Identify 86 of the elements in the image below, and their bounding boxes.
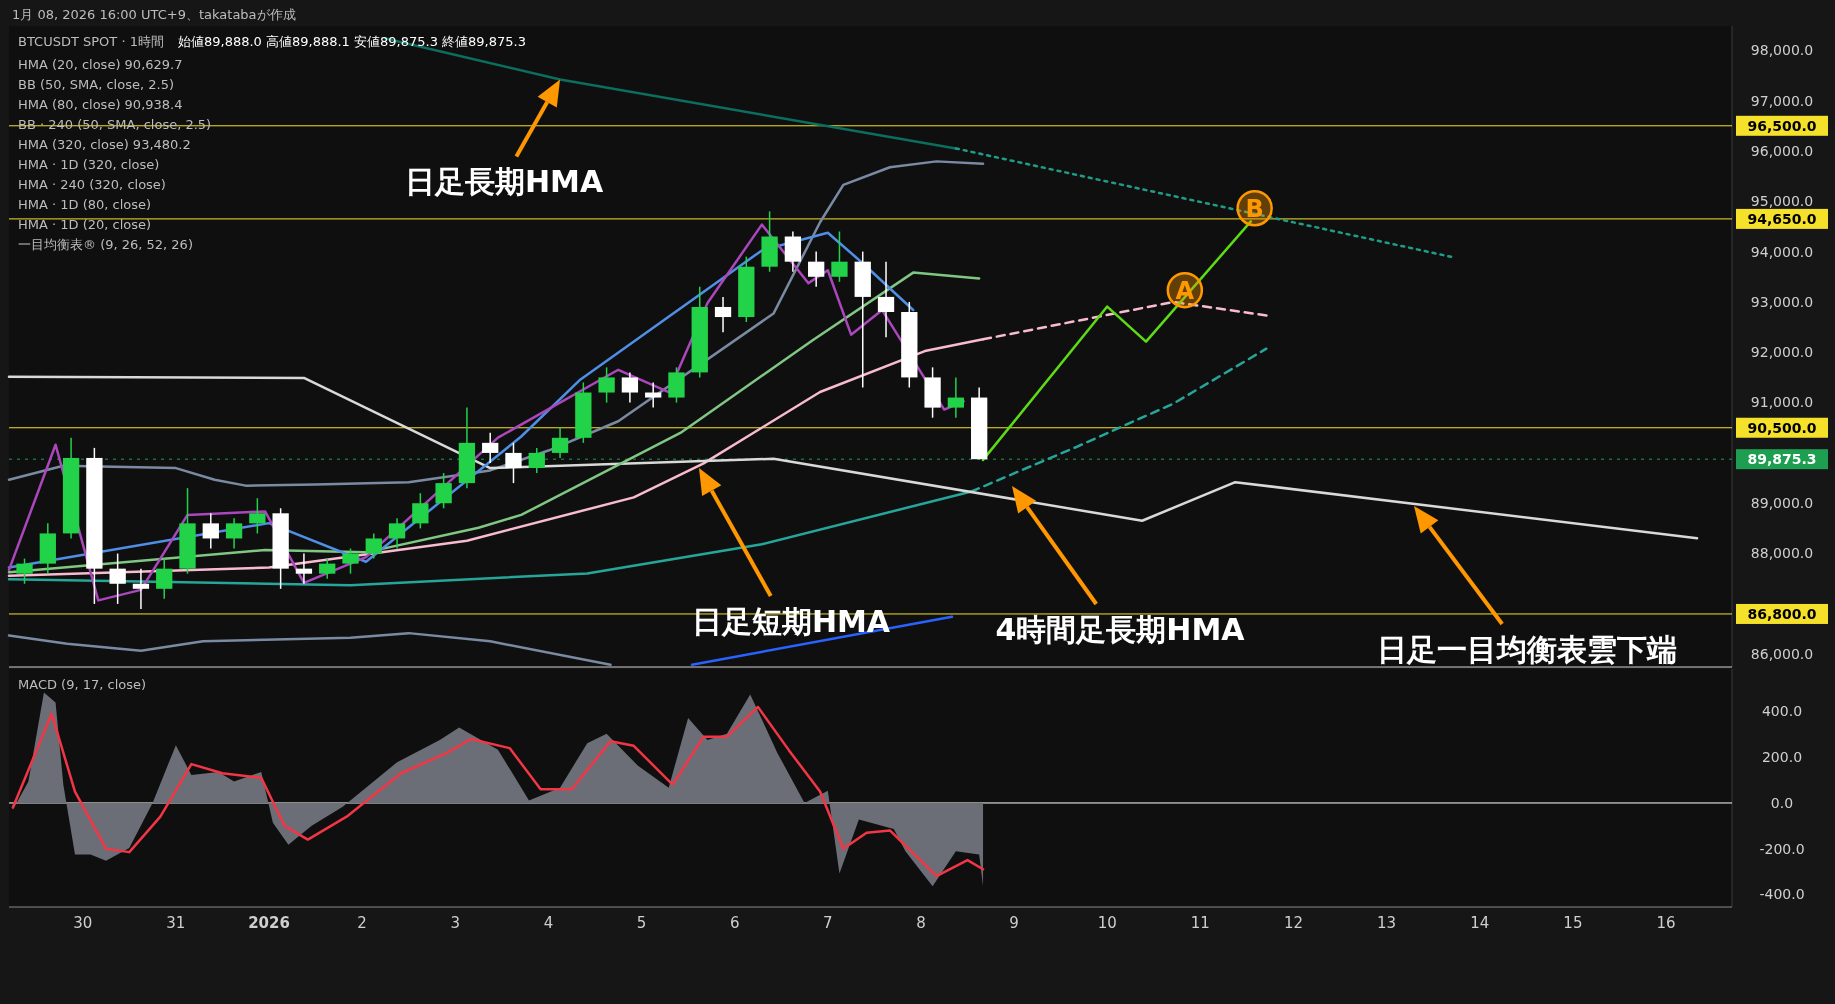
x-tick-label: 2026	[248, 914, 290, 932]
annotation: 4時間足長期HMA	[995, 612, 1246, 647]
candlestick	[505, 442, 522, 484]
y-tick-label: -200.0	[1759, 840, 1805, 857]
x-tick-label: 31	[166, 914, 186, 932]
y-tick-label: 96,000.0	[1750, 142, 1814, 159]
y-tick-label: 88,000.0	[1750, 545, 1814, 562]
x-tick-label: 13	[1377, 914, 1397, 932]
annotation: 一目均衡表® (9, 26, 52, 26)	[18, 237, 193, 252]
ref-line-label: 96,500.0	[1747, 117, 1817, 134]
candlestick	[621, 371, 639, 404]
x-tick-label: 8	[916, 914, 926, 932]
candlestick	[808, 250, 825, 288]
x-tick-label: 6	[729, 914, 740, 932]
y-tick-label: 97,000.0	[1750, 92, 1814, 109]
line-series	[7, 271, 981, 574]
candlestick	[16, 557, 33, 585]
y-tick-label: 0.0	[1770, 794, 1794, 811]
candlestick	[528, 447, 545, 474]
x-tick-label: 11	[1190, 914, 1210, 932]
candlestick	[319, 557, 336, 580]
text: BTCUSDT SPOT · 1時間	[18, 34, 164, 49]
annotation: HMA · 240 (320, close)	[18, 177, 166, 192]
candlestick	[714, 296, 732, 333]
candlestick	[435, 472, 452, 510]
x-tick-label: 2	[357, 914, 367, 932]
y-tick-label: 95,000.0	[1750, 193, 1814, 210]
annotation: HMA (80, close) 90,938.4	[18, 97, 183, 112]
y-tick-label: 200.0	[1761, 749, 1803, 766]
candlestick	[877, 260, 895, 338]
annotation: HMA · 1D (80, close)	[18, 197, 152, 212]
candlestick	[132, 567, 150, 610]
annotation: 始値89,888.0 高値89,888.1 安値89,875.3 終値89,875.3	[177, 34, 526, 49]
y-tick-label: 92,000.0	[1750, 344, 1814, 361]
annotation: HMA · 1D (320, close)	[18, 157, 160, 172]
candlestick	[109, 552, 126, 605]
y-tick-label: 94,000.0	[1750, 243, 1814, 260]
y-tick-label: 93,000.0	[1750, 293, 1814, 310]
x-tick-label: 30	[73, 914, 93, 932]
annotation: 日足短期HMA	[691, 604, 891, 639]
candlestick	[645, 381, 662, 409]
x-tick-label: 10	[1097, 914, 1117, 932]
candlestick	[202, 512, 219, 550]
x-tick-label: 9	[1009, 914, 1019, 932]
annotation: B	[1245, 194, 1264, 223]
x-tick-label: 15	[1563, 914, 1583, 932]
y-tick-label: 89,000.0	[1750, 495, 1814, 512]
candlestick	[598, 366, 615, 404]
candlestick	[947, 376, 965, 419]
x-tick-label: 14	[1470, 914, 1490, 932]
text: MACD (9, 17, close)	[18, 677, 147, 692]
candlestick	[412, 492, 429, 530]
candlestick	[482, 432, 499, 464]
y-tick-label: -400.0	[1759, 886, 1805, 903]
candlestick	[551, 427, 569, 459]
x-tick-label: 4	[543, 914, 554, 932]
x-tick-label: 12	[1283, 914, 1304, 932]
ref-line-label: 94,650.0	[1747, 210, 1817, 227]
line-series	[7, 631, 612, 666]
annotation: 日足長期HMA	[404, 164, 604, 200]
annotation: HMA (20, close) 90,629.7	[18, 57, 183, 72]
x-tick-label: 3	[450, 914, 461, 932]
y-tick-label: 400.0	[1761, 703, 1803, 720]
candlestick	[295, 552, 313, 585]
y-tick-label: 91,000.0	[1750, 394, 1814, 411]
y-tick-label: 86,000.0	[1750, 646, 1814, 663]
candlestick	[225, 517, 243, 550]
ref-line-label: 89,875.3	[1747, 451, 1817, 468]
candlestick	[249, 497, 266, 535]
annotation: 日足一目均衡表雲下端	[1377, 632, 1677, 667]
x-tick-label: 16	[1656, 914, 1676, 932]
ref-line-label: 86,800.0	[1747, 605, 1817, 622]
x-tick-label: 5	[636, 914, 647, 932]
chart-subtitle: 1月 08, 2026 16:00 UTC+9、takatabaが作成	[12, 7, 296, 22]
annotation: BB (50, SMA, close, 2.5)	[18, 77, 174, 92]
y-tick-label: 98,000.0	[1750, 42, 1814, 59]
annotation: HMA (320, close) 93,480.2	[18, 137, 191, 152]
candlestick	[831, 230, 848, 283]
ref-line-label: 90,500.0	[1747, 419, 1817, 436]
candlestick	[156, 557, 173, 600]
candlestick	[342, 547, 359, 575]
x-tick-label: 7	[823, 914, 833, 932]
candlestick	[365, 532, 382, 560]
candlestick	[388, 517, 406, 550]
line-series	[7, 375, 1699, 540]
annotation: HMA · 1D (20, close)	[18, 217, 152, 232]
